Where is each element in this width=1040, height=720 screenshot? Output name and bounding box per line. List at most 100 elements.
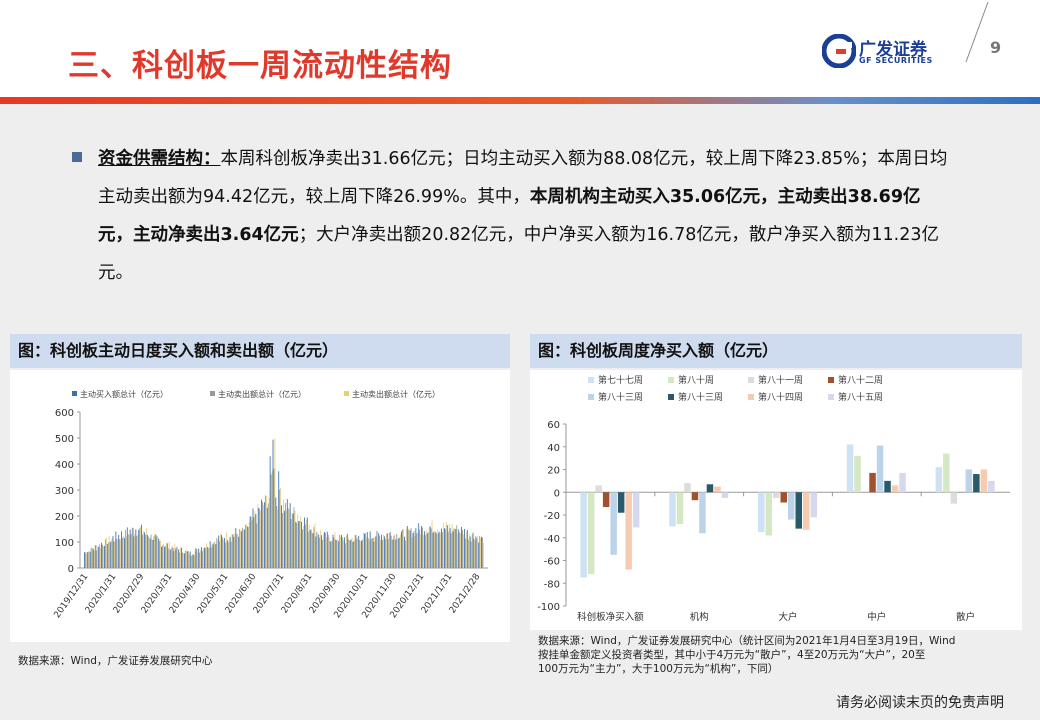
daily-bar [164, 546, 166, 568]
daily-bar [391, 538, 393, 568]
daily-bar [399, 537, 401, 568]
daily-bar [480, 538, 482, 568]
daily-bar [232, 534, 234, 568]
daily-bar [217, 539, 219, 568]
daily-bar [465, 532, 467, 568]
daily-bar [378, 533, 380, 568]
y-tick-label: 100 [55, 538, 74, 549]
daily-bar [163, 543, 164, 568]
weekly-bar [899, 472, 906, 493]
daily-bar [246, 526, 248, 568]
weekly-bar [706, 484, 714, 493]
daily-bar [355, 535, 357, 568]
daily-bar [470, 541, 472, 568]
daily-bar [374, 536, 376, 568]
daily-bar [117, 539, 119, 568]
page-number: 9 [990, 38, 1002, 57]
daily-bar [99, 544, 101, 568]
daily-bar [119, 539, 121, 568]
daily-bar [243, 528, 244, 568]
daily-bar [350, 539, 352, 568]
daily-bar [164, 546, 165, 568]
daily-bar [337, 539, 339, 568]
daily-bar [445, 522, 447, 568]
daily-bar [318, 534, 320, 568]
daily-bar [87, 551, 89, 568]
daily-bar [151, 539, 153, 568]
daily-bar [184, 550, 186, 568]
daily-bar [231, 533, 233, 568]
y-tick-label: -80 [544, 579, 560, 590]
legend-label: 第七十七周 [598, 374, 643, 386]
daily-bar [91, 548, 93, 568]
daily-bar [382, 539, 383, 568]
daily-bar [448, 524, 450, 568]
daily-bar [110, 541, 112, 568]
daily-bar [314, 523, 316, 568]
daily-bar [150, 534, 152, 568]
daily-bar [315, 536, 317, 568]
daily-bar [251, 520, 253, 568]
daily-bar [242, 527, 243, 568]
weekly-bar [988, 480, 995, 493]
daily-bar [330, 541, 332, 568]
daily-bar [233, 536, 235, 568]
daily-bar [208, 548, 210, 568]
daily-bar [295, 521, 297, 568]
weekly-bar [884, 480, 891, 493]
daily-bar [171, 545, 173, 568]
weekly-bar [795, 492, 802, 529]
daily-bar [326, 531, 328, 568]
daily-bar [476, 538, 478, 568]
daily-bar [204, 547, 205, 568]
daily-bar [225, 532, 227, 568]
daily-bar [475, 536, 477, 568]
daily-bar [366, 531, 368, 568]
daily-bar [449, 528, 451, 568]
daily-bar [127, 534, 129, 568]
weekly-bar [943, 453, 950, 493]
daily-bar [131, 527, 133, 568]
daily-bar [207, 547, 209, 568]
daily-bar [404, 540, 406, 568]
daily-bar [122, 537, 123, 568]
daily-bar [299, 520, 301, 568]
daily-bar [144, 534, 146, 568]
daily-bar [173, 551, 175, 568]
weekly-bar [602, 492, 610, 508]
daily-bar [285, 509, 287, 568]
daily-bar [244, 529, 245, 568]
daily-bar [398, 538, 400, 568]
logo-english-name: GF SECURITIES [859, 56, 933, 65]
y-tick-label: -20 [544, 511, 560, 522]
daily-bar [478, 542, 480, 568]
weekly-bar [846, 444, 854, 493]
daily-bar [418, 523, 420, 568]
daily-bar [205, 543, 207, 568]
daily-bar [339, 534, 341, 568]
daily-bar [219, 541, 221, 568]
daily-bar [347, 538, 349, 568]
weekly-bar [632, 492, 640, 528]
daily-bar [237, 533, 239, 568]
daily-bar [429, 526, 431, 568]
daily-bar [319, 537, 321, 568]
legend-label: 第八十一周 [758, 374, 803, 386]
summary-text-2: ；大户净卖出额20.82亿元，中户净买入额为16.78亿元，散户净买入额为11.… [98, 225, 939, 283]
legend-label: 主动卖出额总计（亿元） [218, 389, 306, 399]
daily-bar [368, 540, 370, 568]
category-label: 中户 [867, 611, 886, 623]
daily-bar [371, 538, 373, 568]
daily-bar [197, 552, 199, 568]
legend-swatch [748, 394, 754, 400]
daily-bar [414, 536, 416, 568]
legend-label: 第八十三周 [598, 391, 643, 403]
weekly-bar [780, 492, 787, 503]
daily-bar [407, 529, 409, 568]
header-color-bar [0, 97, 1040, 104]
daily-bar [255, 514, 257, 568]
daily-bar [159, 540, 161, 568]
daily-bar [316, 531, 318, 568]
weekly-bar [765, 492, 772, 536]
